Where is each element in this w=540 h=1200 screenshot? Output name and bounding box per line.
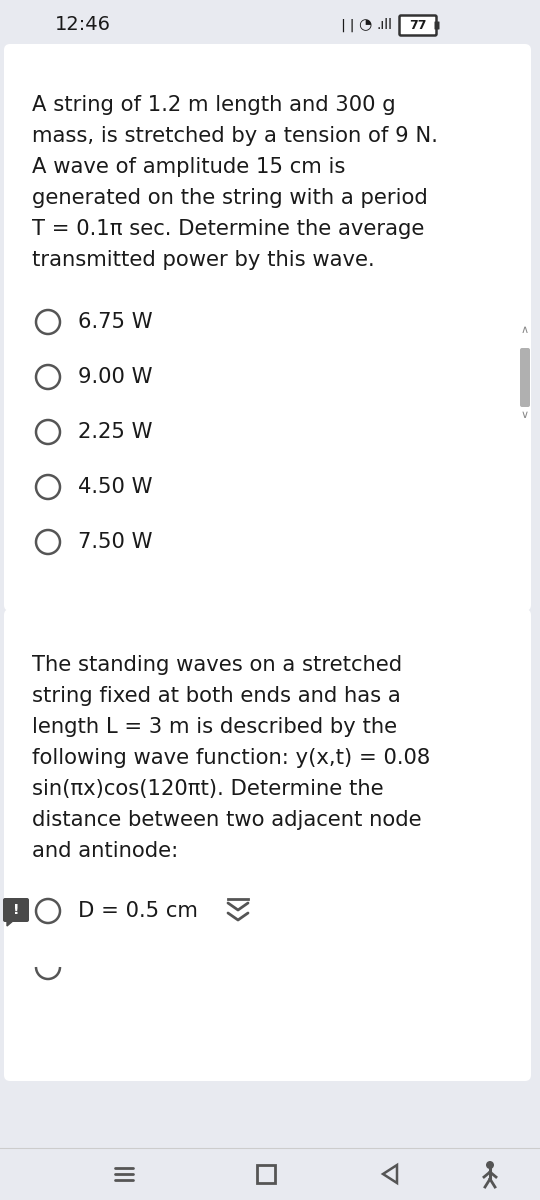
Text: generated on the string with a period: generated on the string with a period [32, 188, 428, 208]
Text: A string of 1.2 m length and 300 g: A string of 1.2 m length and 300 g [32, 95, 396, 115]
Text: 4.50 W: 4.50 W [78, 476, 152, 497]
Text: 12:46: 12:46 [55, 16, 111, 35]
Text: .ıll: .ıll [376, 18, 392, 32]
FancyBboxPatch shape [3, 898, 29, 922]
FancyBboxPatch shape [4, 44, 531, 611]
Text: length L = 3 m is described by the: length L = 3 m is described by the [32, 716, 397, 737]
Text: !: ! [13, 902, 19, 917]
Text: 9.00 W: 9.00 W [78, 367, 152, 386]
FancyBboxPatch shape [400, 16, 436, 36]
Text: string fixed at both ends and has a: string fixed at both ends and has a [32, 686, 401, 706]
FancyBboxPatch shape [520, 348, 530, 407]
Text: distance between two adjacent node: distance between two adjacent node [32, 810, 422, 830]
Text: sin(πx)cos(120πt). Determine the: sin(πx)cos(120πt). Determine the [32, 779, 383, 799]
Text: T = 0.1π sec. Determine the average: T = 0.1π sec. Determine the average [32, 218, 424, 239]
Circle shape [486, 1162, 494, 1169]
Text: mass, is stretched by a tension of 9 N.: mass, is stretched by a tension of 9 N. [32, 126, 438, 146]
Text: ◔: ◔ [358, 18, 372, 32]
Text: 77: 77 [409, 19, 427, 32]
Text: and antinode:: and antinode: [32, 841, 178, 862]
Text: 6.75 W: 6.75 W [78, 312, 153, 332]
Text: 2.25 W: 2.25 W [78, 422, 152, 442]
FancyBboxPatch shape [0, 1148, 540, 1200]
Text: The standing waves on a stretched: The standing waves on a stretched [32, 655, 402, 674]
Text: transmitted power by this wave.: transmitted power by this wave. [32, 250, 375, 270]
Text: 7.50 W: 7.50 W [78, 532, 152, 552]
Text: ∨: ∨ [521, 410, 529, 420]
FancyBboxPatch shape [4, 608, 531, 1081]
Text: ▏▏: ▏▏ [342, 18, 361, 31]
FancyBboxPatch shape [435, 22, 440, 30]
Text: D = 0.5 cm: D = 0.5 cm [78, 901, 198, 922]
Text: ∧: ∧ [521, 325, 529, 335]
Polygon shape [7, 920, 14, 926]
Text: following wave function: y(x,t) = 0.08: following wave function: y(x,t) = 0.08 [32, 748, 430, 768]
Text: A wave of amplitude 15 cm is: A wave of amplitude 15 cm is [32, 157, 346, 176]
